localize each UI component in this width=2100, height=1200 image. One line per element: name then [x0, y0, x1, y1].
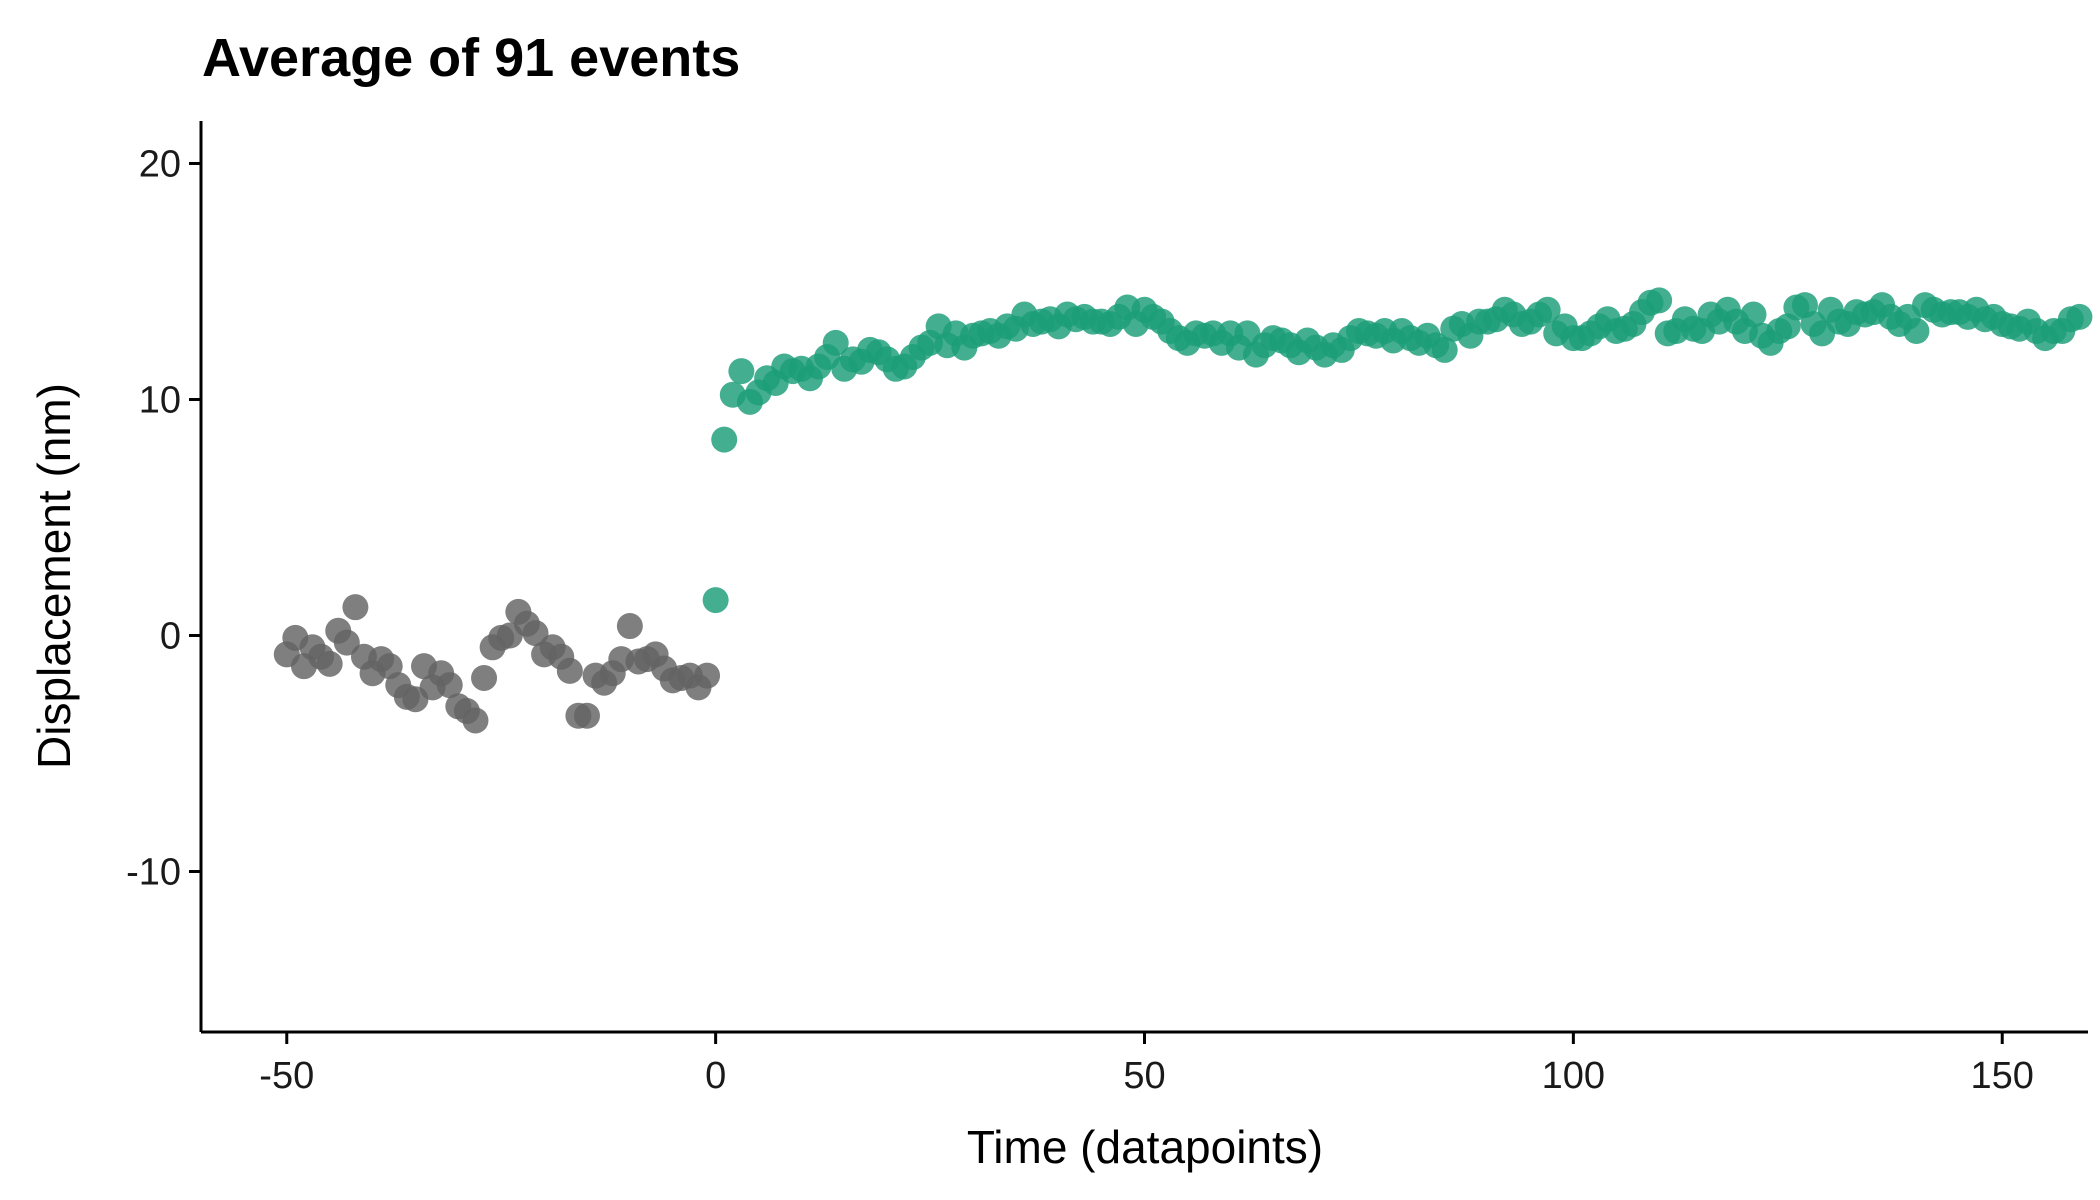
x-tick-label: 150 — [1971, 1055, 2034, 1097]
points-layer — [273, 287, 2093, 734]
series-after-event — [702, 287, 2093, 614]
x-tick-label: 0 — [705, 1055, 726, 1097]
data-point — [462, 707, 489, 734]
data-point — [2066, 303, 2093, 330]
data-point — [333, 629, 360, 656]
data-point — [1740, 301, 1767, 328]
y-tick-label: 10 — [139, 379, 181, 421]
data-point — [1534, 296, 1561, 323]
data-point — [342, 594, 369, 621]
data-point — [616, 613, 643, 640]
data-point — [436, 672, 463, 699]
data-point — [702, 587, 729, 614]
data-point — [1646, 287, 1673, 314]
data-point — [728, 358, 755, 385]
x-tick-label: 100 — [1542, 1055, 1605, 1097]
data-point — [1903, 318, 1930, 345]
data-point — [316, 650, 343, 677]
y-tick-label: -10 — [126, 852, 181, 894]
ticks-layer: -50 0 50 100 150 -10 0 10 20 — [126, 143, 2034, 1097]
data-point — [573, 702, 600, 729]
y-tick-label: 0 — [160, 616, 181, 658]
x-axis-title: Time (datapoints) — [967, 1121, 1323, 1173]
data-point — [471, 664, 498, 691]
data-point — [822, 329, 849, 356]
data-point — [694, 662, 721, 689]
series-before-event — [273, 594, 721, 734]
data-point — [522, 620, 549, 647]
data-point — [556, 657, 583, 684]
data-point — [711, 426, 738, 453]
y-axis-title: Displacement (nm) — [28, 383, 80, 769]
x-tick-label: 50 — [1123, 1055, 1165, 1097]
x-tick-label: -50 — [259, 1055, 314, 1097]
data-point — [1431, 336, 1458, 363]
y-tick-label: 20 — [139, 143, 181, 185]
chart-title: Average of 91 events — [202, 28, 740, 88]
